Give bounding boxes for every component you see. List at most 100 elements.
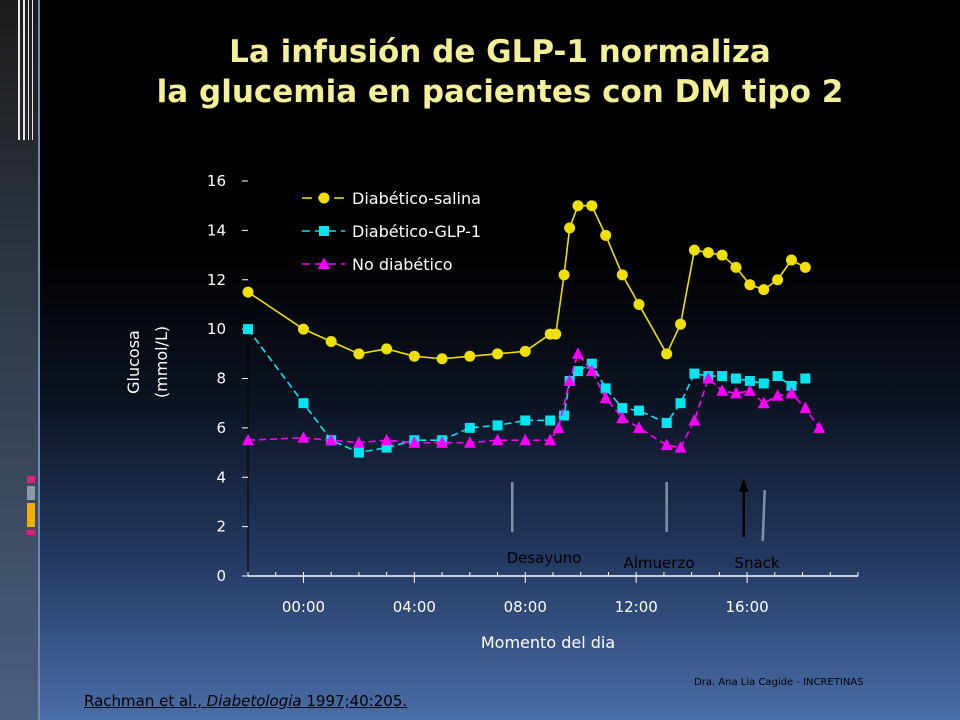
- data-point: [743, 384, 756, 396]
- data-point: [702, 247, 714, 259]
- y-tick-label: 8: [216, 370, 226, 388]
- data-point: [572, 200, 584, 212]
- data-point: [353, 348, 365, 360]
- data-point: [632, 421, 645, 433]
- data-point: [717, 371, 728, 382]
- citation-authors: Rachman et al.,: [84, 692, 207, 710]
- data-point: [771, 389, 784, 401]
- data-point: [772, 274, 784, 286]
- data-point: [716, 384, 729, 396]
- data-point: [757, 396, 770, 409]
- data-point: [519, 433, 532, 446]
- data-point: [689, 368, 700, 379]
- citation-reference: 1997;40:205.: [301, 692, 408, 710]
- snack-gray-line: [761, 489, 766, 542]
- data-point: [571, 347, 584, 359]
- legend-marker: [318, 257, 330, 269]
- data-point: [464, 350, 476, 362]
- x-tick-label: 16:00: [725, 598, 768, 616]
- legend-label: Diabético-salina: [352, 189, 481, 208]
- citation: Rachman et al., Diabetologia 1997;40:205…: [84, 692, 407, 710]
- y-tick-label: 6: [216, 419, 226, 437]
- data-point: [242, 286, 254, 298]
- data-point: [744, 375, 755, 386]
- data-point: [298, 398, 309, 409]
- data-point: [572, 366, 583, 377]
- accent-block-gray: [27, 486, 35, 500]
- snack-arrow-head: [738, 479, 749, 492]
- meal-label-almuerzo: Almuerzo: [624, 554, 695, 572]
- data-point: [688, 413, 701, 426]
- data-point: [243, 324, 253, 335]
- citation-journal: Diabetologia: [206, 692, 302, 710]
- data-point: [381, 442, 392, 453]
- x-axis-label: Momento del dia: [481, 633, 615, 652]
- title-line-2: la glucemia en pacientes con DM tipo 2: [156, 74, 844, 110]
- y-axis-label-line-1: Glucosa: [124, 330, 143, 394]
- data-point: [785, 386, 798, 399]
- accent-block-yellow: [27, 503, 35, 527]
- data-point: [688, 244, 700, 256]
- legend-label: Diabético-GLP-1: [352, 222, 481, 241]
- data-point: [463, 436, 476, 448]
- data-point: [550, 328, 562, 340]
- data-point: [352, 436, 365, 448]
- data-point: [297, 323, 309, 335]
- legend-marker: [318, 192, 330, 204]
- data-point: [436, 353, 448, 365]
- legend-marker: [319, 226, 329, 236]
- data-point: [586, 358, 597, 369]
- data-point: [491, 433, 504, 446]
- data-point: [599, 391, 612, 404]
- data-point: [616, 411, 629, 423]
- data-point: [660, 438, 673, 451]
- data-point: [586, 200, 598, 212]
- page-title: La infusión de GLP-1 normaliza la glucem…: [60, 32, 940, 112]
- data-point: [380, 433, 393, 446]
- data-point: [716, 249, 728, 261]
- data-point: [545, 415, 556, 426]
- data-point: [675, 398, 686, 409]
- data-point: [600, 229, 612, 241]
- meal-label-desayuno: Desayuno: [507, 549, 582, 567]
- data-point: [408, 350, 420, 362]
- data-point: [661, 348, 673, 360]
- y-tick-label: 4: [216, 468, 226, 486]
- data-point: [559, 410, 570, 421]
- y-tick-label: 12: [207, 271, 226, 289]
- data-point: [786, 380, 797, 391]
- left-decor-rule: [38, 0, 40, 720]
- data-point: [436, 436, 449, 448]
- accent-block-pink: [27, 530, 35, 535]
- data-point: [702, 372, 715, 384]
- accent-block-pink: [27, 476, 35, 483]
- data-point: [563, 374, 576, 386]
- meal-label-snack: Snack: [734, 554, 779, 572]
- x-tick-label: 08:00: [504, 598, 547, 616]
- data-point: [661, 417, 672, 428]
- x-tick-label: 00:00: [282, 598, 325, 616]
- data-point: [353, 447, 364, 458]
- data-point: [772, 371, 783, 382]
- y-axis-label-line-2: (mmol/L): [152, 326, 171, 398]
- series-2: [242, 347, 826, 453]
- data-point: [799, 261, 811, 273]
- data-point: [492, 420, 503, 431]
- data-point: [730, 261, 742, 273]
- data-point: [633, 298, 645, 310]
- x-tick-label: 12:00: [615, 598, 658, 616]
- y-tick-label: 10: [207, 320, 226, 338]
- data-point: [616, 269, 628, 281]
- data-point: [744, 279, 756, 291]
- series-line: [247, 204, 806, 360]
- y-tick-label: 0: [216, 567, 226, 585]
- data-point: [325, 433, 338, 446]
- title-line-1: La infusión de GLP-1 normaliza: [229, 34, 771, 70]
- data-point: [519, 345, 531, 357]
- data-point: [674, 441, 687, 453]
- data-point: [585, 364, 598, 377]
- data-point: [675, 318, 687, 330]
- data-point: [785, 254, 797, 266]
